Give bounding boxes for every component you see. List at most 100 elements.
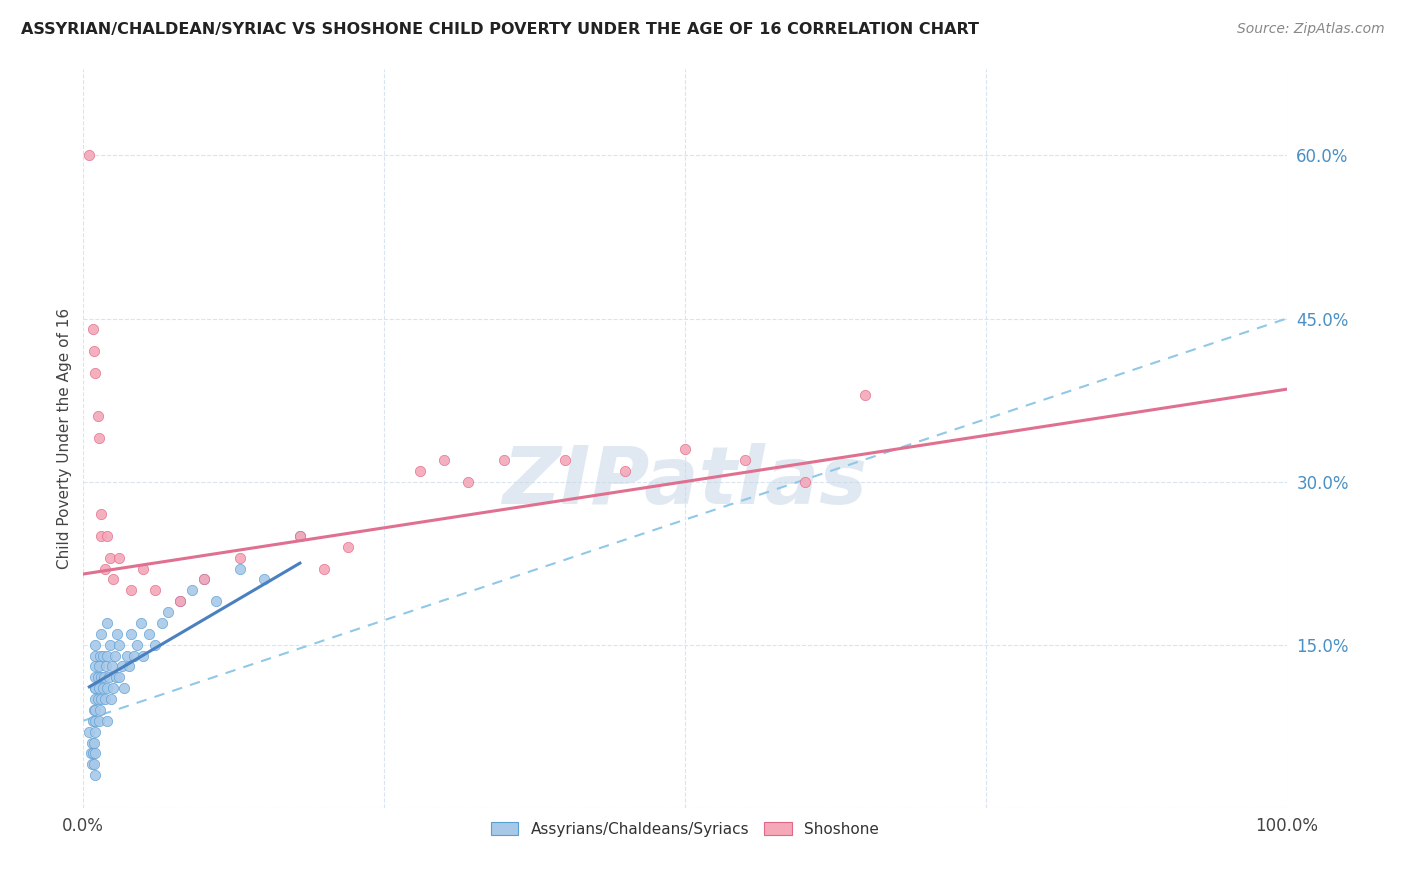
Point	[104, 670, 127, 684]
Point	[288, 529, 311, 543]
Point	[96, 615, 118, 630]
Point	[89, 648, 111, 663]
Text: ASSYRIAN/CHALDEAN/SYRIAC VS SHOSHONE CHILD POVERTY UNDER THE AGE OF 16 CORRELATI: ASSYRIAN/CHALDEAN/SYRIAC VS SHOSHONE CHI…	[21, 22, 979, 37]
Point	[98, 550, 121, 565]
Point	[613, 464, 636, 478]
Point	[84, 747, 107, 761]
Point	[96, 529, 118, 543]
Point	[84, 648, 107, 663]
Point	[169, 594, 191, 608]
Point	[87, 692, 110, 706]
Point	[96, 714, 118, 728]
Point	[103, 681, 125, 695]
Point	[84, 703, 107, 717]
Point	[84, 768, 107, 782]
Point	[83, 735, 105, 749]
Point	[84, 681, 107, 695]
Point	[84, 366, 107, 380]
Legend: Assyrians/Chaldeans/Syriacs, Shoshone: Assyrians/Chaldeans/Syriacs, Shoshone	[484, 814, 887, 845]
Point	[193, 573, 215, 587]
Point	[111, 659, 134, 673]
Point	[150, 615, 173, 630]
Point	[79, 747, 101, 761]
Point	[180, 583, 202, 598]
Point	[91, 648, 114, 663]
Point	[228, 550, 250, 565]
Point	[734, 453, 756, 467]
Point	[457, 475, 479, 489]
Point	[82, 322, 104, 336]
Point	[101, 659, 124, 673]
Point	[673, 442, 696, 456]
Point	[312, 561, 335, 575]
Point	[145, 638, 167, 652]
Y-axis label: Child Poverty Under the Age of 16: Child Poverty Under the Age of 16	[58, 308, 72, 569]
Point	[288, 529, 311, 543]
Point	[129, 615, 152, 630]
Point	[90, 507, 112, 521]
Point	[169, 594, 191, 608]
Point	[98, 638, 121, 652]
Point	[96, 681, 118, 695]
Point	[79, 724, 101, 739]
Point	[87, 659, 110, 673]
Point	[84, 638, 107, 652]
Point	[794, 475, 817, 489]
Point	[127, 638, 149, 652]
Point	[94, 561, 117, 575]
Point	[115, 648, 138, 663]
Point	[409, 464, 432, 478]
Point	[193, 573, 215, 587]
Point	[80, 757, 103, 772]
Point	[93, 670, 115, 684]
Point	[138, 627, 160, 641]
Point	[84, 692, 107, 706]
Point	[494, 453, 516, 467]
Point	[87, 681, 110, 695]
Point	[433, 453, 456, 467]
Point	[108, 670, 131, 684]
Point	[855, 387, 877, 401]
Point	[112, 681, 135, 695]
Point	[108, 550, 131, 565]
Point	[337, 540, 360, 554]
Point	[87, 431, 110, 445]
Point	[83, 703, 105, 717]
Point	[103, 648, 125, 663]
Point	[82, 747, 104, 761]
Point	[79, 148, 101, 162]
Point	[90, 529, 112, 543]
Point	[96, 648, 118, 663]
Point	[87, 714, 110, 728]
Point	[97, 670, 120, 684]
Point	[105, 627, 128, 641]
Point	[91, 681, 114, 695]
Point	[120, 583, 142, 598]
Point	[108, 638, 131, 652]
Point	[145, 583, 167, 598]
Point	[132, 648, 155, 663]
Point	[82, 714, 104, 728]
Point	[120, 627, 142, 641]
Point	[118, 659, 141, 673]
Point	[132, 561, 155, 575]
Point	[94, 692, 117, 706]
Point	[204, 594, 226, 608]
Point	[122, 648, 145, 663]
Point	[156, 605, 179, 619]
Point	[253, 573, 276, 587]
Point	[228, 561, 250, 575]
Point	[554, 453, 576, 467]
Point	[87, 409, 110, 424]
Point	[84, 659, 107, 673]
Point	[84, 714, 107, 728]
Point	[89, 703, 111, 717]
Point	[84, 724, 107, 739]
Point	[90, 627, 112, 641]
Point	[80, 735, 103, 749]
Point	[84, 670, 107, 684]
Point	[87, 670, 110, 684]
Text: ZIPatlas: ZIPatlas	[502, 443, 868, 522]
Point	[103, 573, 125, 587]
Point	[90, 670, 112, 684]
